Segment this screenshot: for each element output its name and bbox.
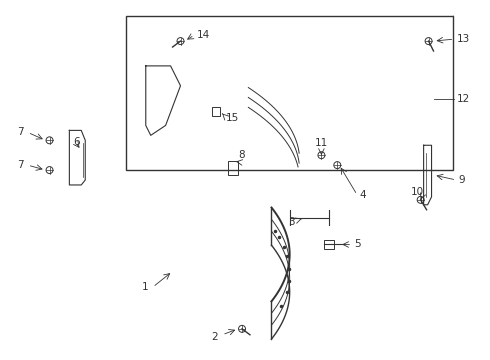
Text: 5: 5	[354, 239, 361, 249]
Text: 6: 6	[74, 137, 80, 147]
Text: 13: 13	[456, 34, 469, 44]
Bar	[228, 161, 238, 175]
Text: 4: 4	[359, 190, 366, 200]
Text: 9: 9	[458, 175, 465, 185]
Text: 8: 8	[239, 150, 245, 160]
Bar	[212, 107, 220, 116]
Bar	[324, 239, 334, 249]
Text: 14: 14	[196, 30, 210, 40]
Text: 3: 3	[288, 217, 294, 227]
Text: 15: 15	[226, 113, 240, 123]
Text: 1: 1	[142, 282, 149, 292]
Text: 7: 7	[17, 160, 24, 170]
Text: 12: 12	[456, 94, 469, 104]
Text: 7: 7	[17, 127, 24, 138]
Bar	[126, 16, 453, 170]
Text: 10: 10	[411, 187, 424, 197]
Text: 2: 2	[212, 332, 218, 342]
Text: 11: 11	[315, 138, 328, 148]
